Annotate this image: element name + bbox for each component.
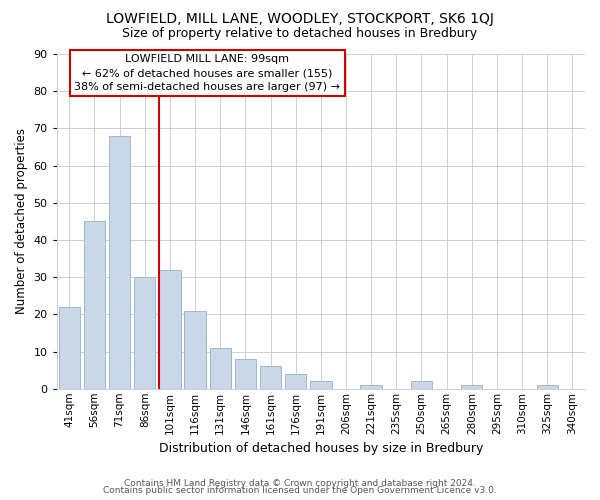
Bar: [461, 385, 482, 389]
Bar: [134, 277, 155, 389]
Bar: [310, 382, 332, 389]
Bar: [361, 385, 382, 389]
Y-axis label: Number of detached properties: Number of detached properties: [15, 128, 28, 314]
Bar: [109, 136, 130, 389]
Bar: [209, 348, 231, 389]
Text: LOWFIELD, MILL LANE, WOODLEY, STOCKPORT, SK6 1QJ: LOWFIELD, MILL LANE, WOODLEY, STOCKPORT,…: [106, 12, 494, 26]
Bar: [59, 307, 80, 389]
Bar: [184, 310, 206, 389]
Bar: [235, 359, 256, 389]
X-axis label: Distribution of detached houses by size in Bredbury: Distribution of detached houses by size …: [158, 442, 483, 455]
Text: Contains HM Land Registry data © Crown copyright and database right 2024.: Contains HM Land Registry data © Crown c…: [124, 478, 476, 488]
Text: LOWFIELD MILL LANE: 99sqm
← 62% of detached houses are smaller (155)
38% of semi: LOWFIELD MILL LANE: 99sqm ← 62% of detac…: [74, 54, 340, 92]
Bar: [536, 385, 558, 389]
Bar: [159, 270, 181, 389]
Bar: [411, 382, 432, 389]
Text: Size of property relative to detached houses in Bredbury: Size of property relative to detached ho…: [122, 28, 478, 40]
Text: Contains public sector information licensed under the Open Government Licence v3: Contains public sector information licen…: [103, 486, 497, 495]
Bar: [84, 222, 105, 389]
Bar: [285, 374, 307, 389]
Bar: [260, 366, 281, 389]
